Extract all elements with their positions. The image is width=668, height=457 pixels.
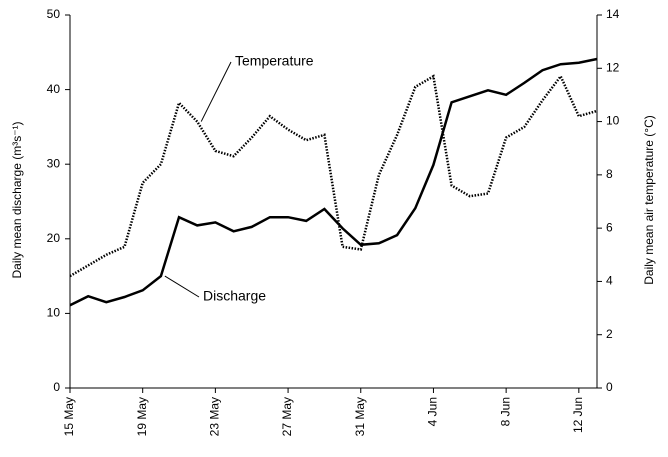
- y-tick-label: 50: [47, 7, 61, 21]
- y-tick-label: 40: [47, 82, 61, 96]
- series-label: Temperature: [235, 53, 314, 69]
- y2-tick-label: 12: [606, 60, 620, 74]
- x-tick-label: 27 May: [280, 397, 294, 436]
- y2-tick-label: 0: [606, 380, 613, 394]
- x-tick-label: 23 May: [208, 397, 222, 436]
- series-line: [69, 73, 598, 278]
- y2-tick-label: 6: [606, 220, 613, 234]
- annotation-leader: [200, 61, 232, 122]
- x-tick-label: 19 May: [135, 397, 149, 436]
- y2-axis-title: Daily mean air temperature (°C): [642, 115, 656, 285]
- x-tick-label: 15 May: [62, 397, 76, 436]
- y2-tick-label: 2: [606, 327, 613, 341]
- y-tick-label: 0: [53, 380, 60, 394]
- x-tick-label: 4 Jun: [426, 397, 440, 426]
- y-tick-label: 30: [47, 156, 61, 170]
- x-tick-label: 12 Jun: [571, 397, 585, 433]
- y2-tick-label: 14: [606, 7, 620, 21]
- annotation-leader: [164, 275, 200, 298]
- y2-tick-label: 4: [606, 274, 613, 288]
- x-tick-label: 8 Jun: [498, 397, 512, 426]
- y-axis-title: Daily mean discharge (m³s⁻¹): [10, 121, 24, 278]
- y2-tick-label: 10: [606, 114, 620, 128]
- series-label: Discharge: [203, 288, 266, 304]
- y-tick-label: 10: [47, 306, 61, 320]
- y2-tick-label: 8: [606, 167, 613, 181]
- series-line: [69, 57, 598, 307]
- x-tick-label: 31 May: [353, 397, 367, 436]
- y-tick-label: 20: [47, 231, 61, 245]
